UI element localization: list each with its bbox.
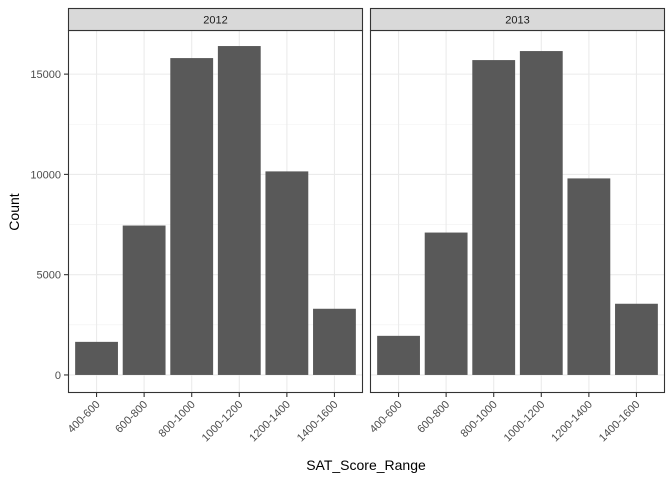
y-tick-label: 5000	[37, 270, 61, 282]
bar	[265, 171, 309, 375]
x-tick-label: 1000-1200	[502, 399, 548, 445]
bar	[313, 308, 356, 375]
bar	[122, 225, 166, 375]
x-tick-label: 600-800	[415, 399, 452, 436]
y-tick-label: 10000	[30, 169, 61, 181]
bar	[377, 335, 420, 375]
bar	[75, 341, 118, 375]
x-tick-label: 1000-1200	[200, 399, 246, 445]
bar	[615, 303, 658, 375]
x-tick-label: 600-800	[113, 399, 150, 436]
x-tick-label: 1400-1600	[597, 399, 643, 445]
bar	[472, 60, 516, 375]
bar	[170, 58, 214, 375]
x-tick-label: 1400-1600	[295, 399, 341, 445]
facet-strip	[369, 7, 666, 32]
x-axis-title: SAT_Score_Range	[306, 457, 426, 473]
x-tick-label: 400-600	[66, 399, 103, 436]
facet-strip-label: 2013	[505, 15, 529, 27]
bar	[519, 51, 563, 375]
y-tick-label: 15000	[30, 69, 61, 81]
y-axis-title: Count	[6, 193, 22, 230]
bar	[567, 178, 611, 375]
facet-strip	[67, 7, 364, 32]
bar	[424, 232, 468, 375]
y-tick-label: 0	[55, 370, 61, 382]
facet-strip-label: 2012	[203, 15, 227, 27]
x-tick-label: 800-1000	[156, 399, 197, 440]
x-tick-label: 400-600	[368, 399, 405, 436]
x-tick-label: 800-1000	[458, 399, 499, 440]
bar	[217, 46, 261, 375]
x-tick-label: 1200-1400	[549, 399, 595, 445]
x-tick-label: 1200-1400	[247, 399, 293, 445]
